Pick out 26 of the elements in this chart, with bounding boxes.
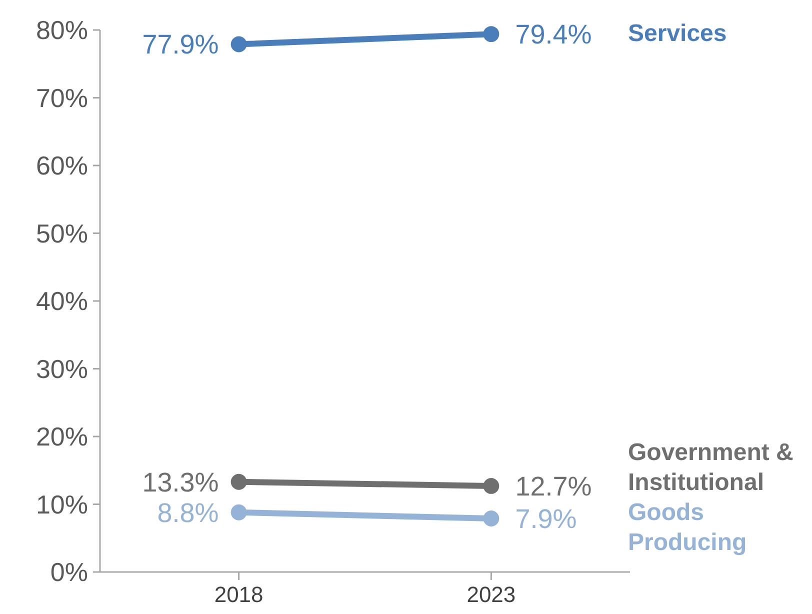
point [230,474,247,490]
point [230,36,247,52]
text: Government & Institutional [628,438,794,496]
point [483,478,500,494]
y-tick-label: 60% [36,150,88,181]
x-tick-label: 2023 [466,582,516,607]
data-label: 8.8% [157,498,219,528]
text: Services [628,20,727,48]
data-label: 13.3% [142,467,219,498]
y-tick-label: 20% [36,422,88,452]
data-label: 12.7% [515,471,592,502]
y-tick-label: 30% [36,354,88,384]
point [483,510,500,526]
y-tick-label: 50% [36,218,88,248]
y-tick-label: 40% [36,286,88,316]
data-label: 7.9% [515,504,577,534]
x-tick-label: 2018 [214,582,264,607]
data-label: 77.9% [142,30,219,60]
text: Goods Producing [628,498,747,556]
y-tick-label: 80% [36,15,88,46]
y-tick-label: 0% [50,557,88,588]
point [483,26,500,42]
y-tick-label: 10% [36,489,88,520]
point [230,504,247,520]
data-label: 79.4% [515,20,592,50]
y-tick-label: 70% [36,82,88,113]
